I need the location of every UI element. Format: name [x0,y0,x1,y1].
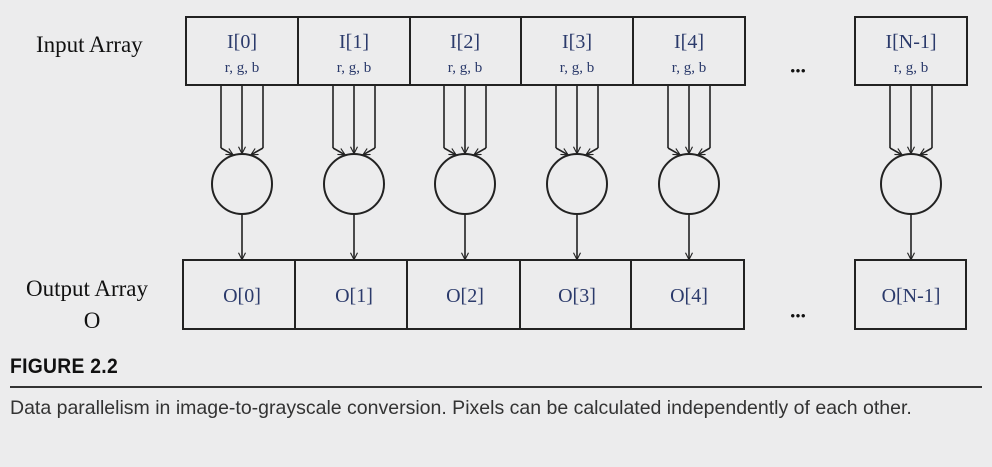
output-cell-label: O[2] [446,285,484,307]
caption-divider [10,386,982,388]
channel-arrow [889,147,902,155]
channel-arrow [586,147,599,155]
input-cell-channels: r, g, b [225,60,259,76]
conversion-node [880,153,942,215]
input-cell-index: I[4] [674,31,704,53]
processing-columns: I[0] r, g, b O[0] I[1] r, g, b O[1] I[2] r, g, … [211,31,942,307]
output-array-label: Output Array [26,276,149,301]
input-cell-channels: r, g, b [337,60,371,76]
conversion-node [323,153,385,215]
output-array [182,259,967,330]
input-array [185,16,968,86]
channel-arrow [251,147,264,155]
input-cell-index: I[1] [339,31,369,53]
conversion-node [658,153,720,215]
input-array-label: Input Array [36,32,143,57]
channel-arrow [443,147,456,155]
input-cell-last-frame [854,16,968,86]
channel-arrow [920,147,933,155]
conversion-node [546,153,608,215]
conversion-node [211,153,273,215]
output-array-name: O [84,308,101,333]
input-cell-channels: r, g, b [560,60,594,76]
input-cell-channels: r, g, b [672,60,706,76]
channel-arrow [667,147,680,155]
input-ellipsis: ••• [790,64,806,80]
output-cell-label: O[1] [335,285,373,307]
input-cell-channels: r, g, b [894,60,928,76]
figure-caption: Data parallelism in image-to-grayscale c… [10,397,912,419]
conversion-node [434,153,496,215]
output-array-frame [182,259,745,330]
input-cell-index: I[0] [227,31,257,53]
channel-arrow [220,147,233,155]
output-cell-label: O[0] [223,285,261,307]
input-cell-channels: r, g, b [448,60,482,76]
figure-number: FIGURE 2.2 [10,355,118,378]
input-cell-index: I[2] [450,31,480,53]
channel-arrow [332,147,345,155]
input-array-frame [185,16,746,86]
data-parallelism-diagram: Input Array Output Array O ••• ••• I[0] r… [26,16,968,333]
channel-arrow [555,147,568,155]
output-cell-last-frame [854,259,967,330]
channel-arrow [474,147,487,155]
channel-arrow [363,147,376,155]
output-cell-label: O[N-1] [882,285,941,307]
input-cell-index: I[3] [562,31,592,53]
input-cell-index: I[N-1] [885,31,936,53]
output-cell-label: O[4] [670,285,708,307]
output-ellipsis: ••• [790,309,806,325]
channel-arrow [698,147,711,155]
output-cell-label: O[3] [558,285,596,307]
